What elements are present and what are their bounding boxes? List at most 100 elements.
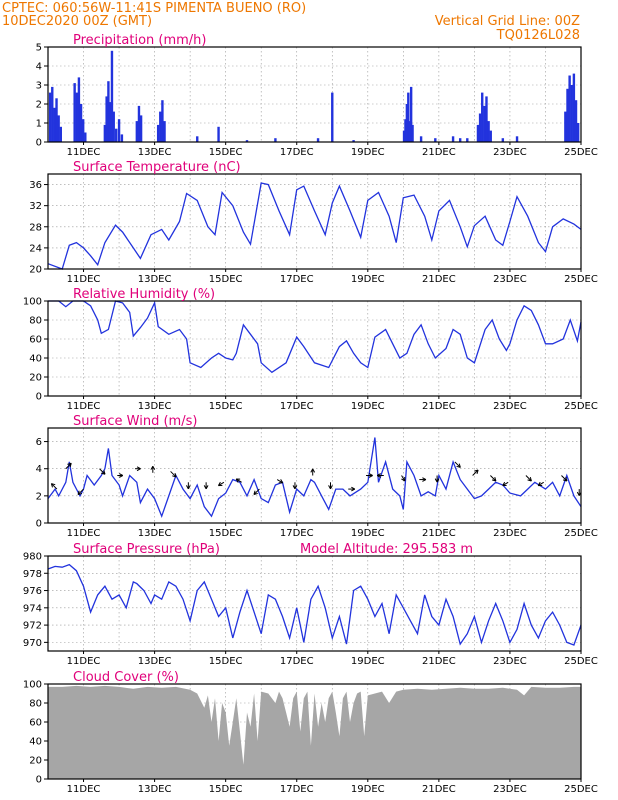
panel-4: 970 972 974 976 978 980 11DEC 13DEC 15DEC 17DEC 19… [23,542,598,667]
y-tick-label: 0 [36,138,42,149]
x-tick-label: 13DEC [138,147,172,158]
precip-bar [156,124,160,142]
x-tick-label: 17DEC [280,656,314,667]
precip-bar [476,124,480,142]
precip-bar [576,123,580,142]
panel-frame [47,173,582,270]
header-grid-note: Vertical Grid Line: 00Z [435,14,580,29]
x-tick-label: 23DEC [493,528,527,539]
precip-bar [568,75,571,142]
precip-bar [48,92,52,142]
panel-title: Cloud Cover (%) [73,670,179,685]
precip-bar [564,111,567,142]
y-tick-label: 6 [36,437,42,448]
panel-0: 0 1 2 3 4 5 11DEC 13DEC 15DEC 17DEC 19DEC 21DEC 23DE… [36,33,598,158]
wind-arrow [401,475,406,482]
y-tick-label: 3 [36,81,42,92]
y-tick-label: 2 [36,491,42,502]
precip-bar [411,124,414,142]
cloud-cover-area [48,685,581,779]
y-tick-label: 20 [29,265,42,276]
x-tick-label: 11DEC [67,401,101,412]
y-tick-label: 24 [29,243,42,254]
y-tick-label: 5 [36,43,42,54]
wind-arrow [328,482,333,490]
precip-bar [57,115,60,142]
y-tick-label: 0 [36,519,42,530]
x-tick-label: 13DEC [138,656,172,667]
y-tick-label: 4 [36,62,42,73]
precip-bar [434,138,437,142]
precip-bar [478,113,482,142]
precip-bar [117,119,121,142]
x-tick-label: 17DEC [280,274,314,285]
x-tick-label: 17DEC [280,784,314,795]
panel-title: Relative Humidity (%) [73,287,215,302]
precip-bar [572,73,576,142]
x-tick-label: 25DEC [564,528,598,539]
y-tick-label: 978 [23,569,42,580]
wind-arrow [292,482,298,490]
precip-bar [79,104,83,142]
wind-arrow [490,475,497,482]
y-tick-label: 4 [36,464,42,475]
panel-title: Precipitation (mm/h) [73,33,206,48]
panel-frame [47,46,582,143]
precip-bar [485,96,488,142]
precip-bar [481,92,484,142]
y-tick-label: 40 [29,737,42,748]
panel-frame [47,683,582,780]
precip-bar [419,136,423,142]
x-tick-label: 25DEC [564,656,598,667]
wind-arrow [310,468,316,476]
x-tick-label: 11DEC [67,274,101,285]
panel-title: Surface Wind (m/s) [73,414,197,429]
wind-arrow [525,475,532,482]
precip-bar [105,96,108,142]
x-tick-label: 21DEC [422,784,456,795]
precip-bar [331,92,334,142]
x-tick-label: 21DEC [422,147,456,158]
y-tick-label: 28 [29,222,42,233]
x-tick-label: 19DEC [351,784,385,795]
x-tick-label: 15DEC [209,656,243,667]
x-tick-label: 23DEC [493,401,527,412]
wind-arrow [150,465,156,473]
y-tick-label: 20 [29,373,42,384]
x-tick-label: 11DEC [67,784,101,795]
y-tick-label: 36 [29,180,42,191]
chart-panels: 0 1 2 3 4 5 11DEC 13DEC 15DEC 17DEC 19DEC 21DEC 23DE… [23,33,598,795]
x-tick-label: 25DEC [564,274,598,285]
x-tick-label: 23DEC [493,656,527,667]
y-tick-label: 40 [29,354,42,365]
y-tick-label: 0 [36,775,42,786]
x-tick-label: 23DEC [493,147,527,158]
y-tick-label: 100 [23,680,42,691]
y-tick-label: 972 [23,621,42,632]
x-tick-label: 21DEC [422,274,456,285]
header-station-line: CPTEC: 060:56W-11:41S PIMENTA BUENO (RO) [2,1,306,16]
x-tick-label: 11DEC [67,528,101,539]
precip-bar [570,85,573,142]
precip-bar [51,86,54,142]
y-tick-label: 20 [29,756,42,767]
series-line [47,437,582,519]
x-tick-label: 17DEC [280,401,314,412]
precip-bar [139,115,143,142]
wind-arrow [186,482,191,490]
precip-bar [466,138,469,142]
panel-frame [47,555,582,652]
x-tick-label: 11DEC [67,656,101,667]
y-tick-label: 100 [23,297,42,308]
series-line [48,300,582,374]
x-tick-label: 15DEC [209,147,243,158]
precip-bar [112,111,115,142]
panel-1: 20 24 28 32 36 11DEC 13DEC 15DEC 17DEC 19DEC 21DEC… [29,160,598,285]
precip-bar [73,83,76,142]
panel-3: 0 2 4 6 11DEC 13DEC 15DEC 17DEC 19DEC 21DEC 23DEC 2… [36,414,598,539]
panel-frame [47,427,582,524]
y-tick-label: 60 [29,718,42,729]
precip-bar [501,138,505,142]
precip-bar [407,92,410,142]
precip-bar [487,121,490,142]
